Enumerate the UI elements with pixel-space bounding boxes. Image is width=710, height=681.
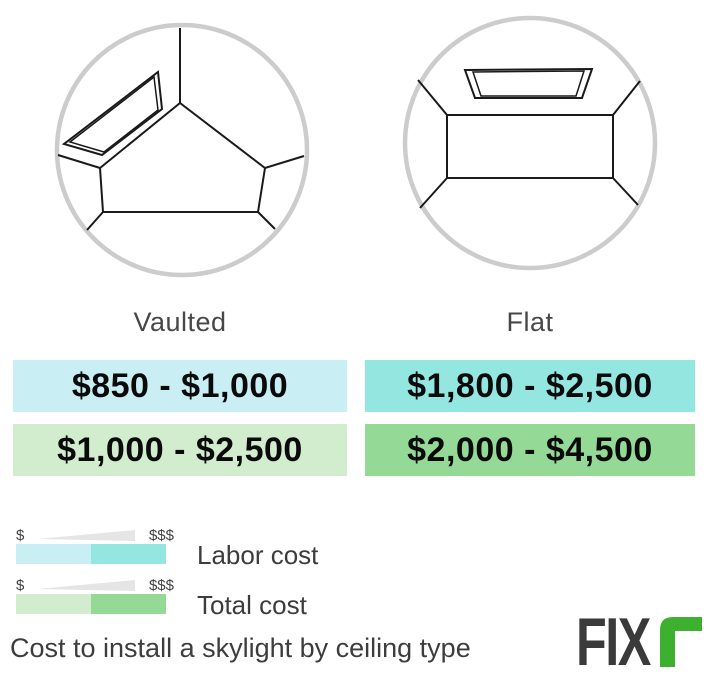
labor-swatch-low <box>16 544 91 564</box>
fixr-logo: FIX <box>576 610 702 667</box>
labor-cost-legend-label: Labor cost <box>197 540 319 570</box>
labor-cost-swatch <box>16 544 166 564</box>
total-cost-legend-label: Total cost <box>197 590 307 620</box>
labor-swatch-high <box>91 544 166 564</box>
scale-high-label: $$$ <box>148 577 174 594</box>
scale-wedge-icon <box>36 580 135 591</box>
chart-title: Cost to install a skylight by ceiling ty… <box>10 633 471 663</box>
skylight-inner-outline <box>471 70 586 97</box>
cost-scale: $ $$$ <box>16 524 174 543</box>
total-cost-vaulted: $1,000 - $2,500 <box>13 424 347 476</box>
vaulted-ceiling-illustration <box>54 22 310 278</box>
skylight-inner-outline <box>68 75 159 153</box>
cost-scale: $ $$$ <box>16 574 174 593</box>
scale-wedge-icon <box>36 530 135 541</box>
scale-low-label: $ <box>16 527 25 544</box>
legend: $ $$$ Labor cost $ $$$ <box>16 524 376 624</box>
scale-high-label: $$$ <box>148 527 174 544</box>
labor-cost-flat: $1,800 - $2,500 <box>365 360 695 412</box>
legend-row-total: $ $$$ Total cost <box>16 574 376 624</box>
total-cost-flat: $2,000 - $4,500 <box>365 424 695 476</box>
scale-low-label: $ <box>16 577 25 594</box>
fixr-logo-text: FIX <box>576 610 651 667</box>
total-cost-swatch <box>16 594 166 614</box>
skylight-outer-outline <box>61 70 164 157</box>
total-swatch-high <box>91 594 166 614</box>
flat-ceiling-illustration <box>402 15 658 271</box>
ceiling-type-label-vaulted: Vaulted <box>133 307 227 337</box>
circle-frame <box>54 22 310 278</box>
legend-row-labor: $ $$$ Labor cost <box>16 524 376 574</box>
skylight-outer-outline <box>463 67 594 99</box>
labor-cost-vaulted: $850 - $1,000 <box>13 360 347 412</box>
circle-frame <box>402 15 658 271</box>
fixr-logo-r-icon <box>660 617 702 667</box>
vaulted-room-lines <box>57 28 305 231</box>
ceiling-type-label-flat: Flat <box>506 307 554 337</box>
total-swatch-low <box>16 594 91 614</box>
flat-room-lines <box>417 67 641 209</box>
